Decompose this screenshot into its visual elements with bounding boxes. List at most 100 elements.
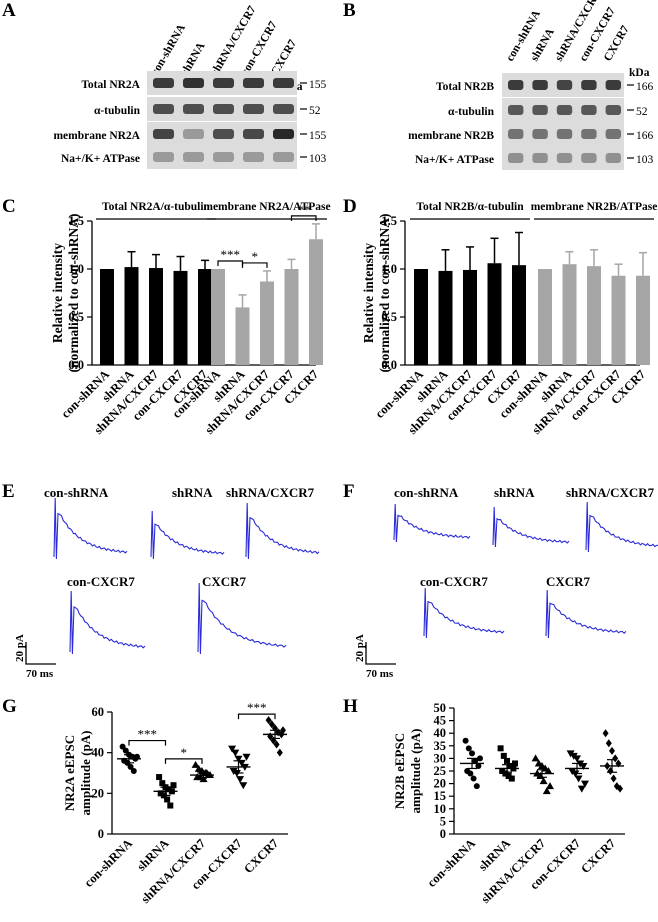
data-point (465, 745, 472, 752)
data-point (500, 752, 507, 759)
kda-value: 155 (309, 79, 327, 91)
data-point (159, 780, 166, 787)
data-point (239, 782, 248, 790)
panel-label-d: D (343, 196, 357, 217)
data-point (605, 739, 612, 748)
data-point (265, 716, 272, 725)
blot-band (183, 152, 204, 162)
epsc-trace (423, 587, 505, 639)
epsc-trace (197, 582, 287, 655)
data-point (280, 726, 286, 735)
bar (211, 269, 225, 365)
y-tick-label: 0 (98, 827, 104, 841)
y-tick-label: 0.5 (381, 310, 397, 324)
data-point (157, 790, 164, 797)
bar (124, 267, 139, 365)
significance-label: *** (247, 700, 267, 715)
kda-unit-label: kDa (629, 67, 650, 79)
bar (198, 269, 212, 365)
bar (149, 268, 163, 365)
data-point (539, 777, 548, 785)
y-tick-label: 20 (92, 786, 105, 800)
epsc-trace (545, 589, 627, 639)
trace-label: con-shRNA (44, 485, 109, 500)
kda-value: 52 (636, 106, 648, 118)
blot-band (532, 80, 548, 90)
bar (512, 265, 526, 365)
western-blot-a: con-shRNAshRNAshRNA/CXCR7con-CXCR7CXCR7k… (53, 4, 327, 169)
data-point (542, 787, 551, 795)
bar (438, 270, 453, 365)
y-tick-label: 0.5 (68, 310, 84, 324)
x-tick-label: con-shRNA (82, 836, 136, 890)
data-point (544, 767, 553, 774)
data-point (617, 784, 623, 793)
scale-label-y: 20 pA (14, 634, 26, 662)
scatter-chart-g: 0 20 40 60 NR2A eEPSCamplitude (pA) con-shRNA… (62, 700, 288, 906)
blot-band (532, 153, 548, 163)
y-tick-label: 45 (434, 714, 447, 728)
blot-band (153, 129, 174, 139)
blot-band (273, 152, 294, 162)
data-point (504, 757, 510, 764)
epsc-trace (150, 510, 225, 560)
epsc-trace (245, 502, 320, 560)
y-tick-label: 10 (434, 802, 447, 816)
significance-bracket (164, 758, 203, 764)
bar (309, 239, 323, 365)
panel-label-c: C (2, 196, 16, 217)
y-tick-label: 5 (440, 814, 446, 828)
data-point (475, 762, 482, 769)
data-point (268, 720, 275, 729)
trace-label: CXCR7 (202, 574, 247, 589)
y-tick-label: 0 (440, 827, 446, 841)
bar (587, 266, 601, 365)
blot-band (183, 129, 204, 139)
epsc-trace (492, 506, 570, 548)
blot-band (508, 153, 524, 163)
data-point (581, 780, 589, 788)
y-tick-label: 0.0 (381, 358, 397, 372)
y-axis-label: Relative intensity(normalized to con-shR… (50, 214, 81, 373)
blot-band (605, 80, 621, 90)
data-point (472, 757, 479, 764)
blot-row-label: Na+/K+ ATPase (415, 154, 494, 166)
data-point (499, 768, 506, 774)
blot-band (532, 129, 548, 139)
blot-row-label: membrane NR2B (408, 130, 494, 142)
data-point (502, 770, 509, 777)
y-tick-label: 1.5 (68, 214, 84, 228)
blot-row-label: membrane NR2A (53, 130, 140, 142)
blot-band (243, 152, 264, 162)
data-point (469, 750, 475, 757)
data-point (164, 796, 171, 803)
blot-band (213, 129, 234, 139)
data-point (579, 762, 588, 770)
data-point (191, 760, 200, 768)
x-tick-label: CXCR7 (241, 836, 281, 876)
trace-label: shRNA/CXCR7 (226, 485, 315, 500)
y-tick-label: 1.0 (381, 262, 397, 276)
panel-label-b: B (343, 0, 356, 21)
blot-band (153, 78, 174, 88)
data-point (231, 749, 240, 757)
blot-band (605, 129, 621, 139)
bar (100, 269, 114, 365)
scale-label-x: 70 ms (26, 668, 54, 680)
blot-row-label: α-tubulin (448, 106, 495, 118)
blot-band (213, 104, 234, 114)
kda-value: 155 (309, 130, 327, 142)
y-tick-label: 1.5 (381, 214, 397, 228)
epsc-trace (53, 497, 128, 560)
blot-band (243, 104, 264, 114)
bar (235, 307, 250, 365)
data-point (508, 775, 515, 782)
data-point (127, 763, 134, 770)
panel-label-e: E (2, 481, 15, 502)
y-axis-label: NR2B eEPSCamplitude (pA) (392, 729, 423, 814)
data-point (577, 785, 586, 793)
y-tick-label: 0.0 (68, 358, 84, 372)
trace-label: con-CXCR7 (67, 574, 135, 589)
y-tick-label: 40 (434, 726, 447, 740)
